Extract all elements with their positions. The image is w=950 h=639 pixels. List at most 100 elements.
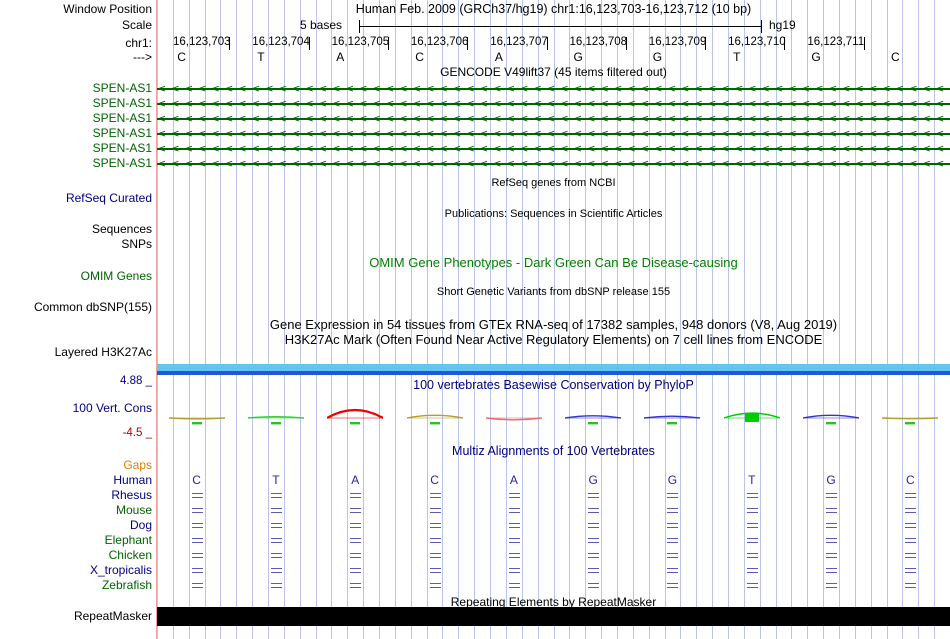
species-name[interactable]: Dog	[129, 518, 152, 532]
alignment-gap-icon	[508, 552, 520, 559]
gene-name[interactable]: SPEN-AS1	[92, 126, 152, 140]
multiz-species-row[interactable]: Human C T A C A G G T G C	[0, 473, 950, 488]
alignment-gap-icon	[191, 552, 203, 559]
gene-name[interactable]: SPEN-AS1	[92, 141, 152, 155]
h3k27ac-track-title: H3K27Ac Mark (Often Found Near Active Re…	[284, 332, 823, 347]
alignment-gap-icon	[191, 522, 203, 529]
gencode-gene-row[interactable]: SPEN-AS1 <<<<<<<<<<<<<<<<<<<<<<<<<<<<<<<<…	[0, 111, 950, 126]
alignment-gap-icon	[191, 537, 203, 544]
alignment-gap-icon	[508, 537, 520, 544]
h3k27ac-signal-bar-bottom	[157, 371, 950, 375]
alignment-gap-icon	[826, 492, 838, 499]
omim-track-title: OMIM Gene Phenotypes - Dark Green Can Be…	[369, 255, 738, 270]
alignment-gap-icon	[826, 522, 838, 529]
multiz-species-row[interactable]: Elephant	[0, 533, 950, 548]
alignment-base: T	[748, 473, 756, 487]
alignment-gap-icon	[667, 507, 679, 514]
gene-name[interactable]: SPEN-AS1	[92, 111, 152, 125]
refseq-track-label[interactable]: RefSeq Curated	[65, 191, 152, 205]
alignment-gap-icon	[508, 522, 520, 529]
alignment-gap-icon	[350, 582, 362, 589]
alignment-gap-icon	[191, 582, 203, 589]
gene-strand-arrows-icon: <<<<<<<<<<<<<<<<<<<<<<<<<<<<<<<<<<<<<<<<…	[157, 82, 950, 95]
publications-snps-label[interactable]: SNPs	[121, 237, 152, 251]
gene-strand-arrows-icon: <<<<<<<<<<<<<<<<<<<<<<<<<<<<<<<<<<<<<<<<…	[157, 127, 950, 140]
multiz-species-row[interactable]: Rhesus	[0, 488, 950, 503]
alignment-gap-icon	[905, 537, 917, 544]
conservation-plot[interactable]	[157, 400, 950, 436]
alignment-base: C	[906, 473, 915, 487]
gene-name[interactable]: SPEN-AS1	[92, 96, 152, 110]
reference-base: T	[733, 50, 741, 64]
gene-body-line	[157, 118, 950, 120]
reference-base: C	[177, 50, 186, 64]
gencode-gene-row[interactable]: SPEN-AS1 <<<<<<<<<<<<<<<<<<<<<<<<<<<<<<<<…	[0, 81, 950, 96]
conservation-bar	[723, 400, 780, 436]
ruler-coordinate: 16,123,705	[331, 36, 390, 48]
alignment-gap-icon	[905, 507, 917, 514]
repeatmasker-track-label[interactable]: RepeatMasker	[73, 609, 152, 623]
multiz-species-row[interactable]: Dog	[0, 518, 950, 533]
species-name[interactable]: Elephant	[104, 533, 152, 547]
alignment-base: T	[272, 473, 280, 487]
species-name[interactable]: X_tropicalis	[89, 563, 152, 577]
alignment-base: G	[826, 473, 836, 487]
multiz-species-row[interactable]: Zebrafish	[0, 578, 950, 593]
alignment-gap-icon	[270, 552, 282, 559]
omim-track-label[interactable]: OMIM Genes	[80, 269, 152, 283]
gene-name[interactable]: SPEN-AS1	[92, 81, 152, 95]
conservation-track-label[interactable]: 100 Vert. Cons	[72, 401, 152, 415]
gencode-gene-row[interactable]: SPEN-AS1 <<<<<<<<<<<<<<<<<<<<<<<<<<<<<<<<…	[0, 126, 950, 141]
gaps-label[interactable]: Gaps	[123, 458, 152, 472]
gtex-track-title: Gene Expression in 54 tissues from GTEx …	[269, 317, 838, 332]
reference-base: C	[415, 50, 424, 64]
conservation-max-value: 4.88 _	[120, 375, 152, 387]
alignment-gap-icon	[508, 582, 520, 589]
alignment-base: G	[588, 473, 598, 487]
alignment-gap-icon	[826, 582, 838, 589]
species-name[interactable]: Zebrafish	[101, 578, 152, 592]
gencode-gene-row[interactable]: SPEN-AS1 <<<<<<<<<<<<<<<<<<<<<<<<<<<<<<<<…	[0, 156, 950, 171]
species-name[interactable]: Mouse	[115, 503, 152, 517]
ruler-tick	[467, 37, 469, 50]
ruler-coordinate: 16,123,709	[648, 36, 707, 48]
conservation-bar	[406, 400, 463, 436]
conservation-track-title: 100 vertebrates Basewise Conservation by…	[413, 378, 694, 392]
publications-sequences-label[interactable]: Sequences	[91, 222, 152, 236]
species-alignment-track	[157, 578, 950, 593]
gencode-track-title: GENCODE V49lift37 (45 items filtered out…	[440, 65, 667, 79]
alignment-gap-icon	[588, 537, 600, 544]
h3k27ac-track-label[interactable]: Layered H3K27Ac	[54, 345, 152, 359]
alignment-gap-icon	[826, 507, 838, 514]
gene-strand-arrows-icon: <<<<<<<<<<<<<<<<<<<<<<<<<<<<<<<<<<<<<<<<…	[157, 112, 950, 125]
ruler-coordinate: 16,123,704	[252, 36, 310, 48]
species-name[interactable]: Chicken	[108, 548, 152, 562]
dbsnp-track-label[interactable]: Common dbSNP(155)	[33, 300, 152, 314]
alignment-gap-icon	[826, 537, 838, 544]
species-name[interactable]: Human	[113, 473, 152, 487]
gene-body-line	[157, 148, 950, 150]
conservation-max-text: 4.88	[120, 375, 143, 387]
refseq-track-title: RefSeq genes from NCBI	[491, 177, 616, 189]
multiz-species-row[interactable]: Mouse	[0, 503, 950, 518]
gene-name[interactable]: SPEN-AS1	[92, 156, 152, 170]
repeatmasker-feature-bar[interactable]	[157, 607, 950, 626]
alignment-gap-icon	[191, 567, 203, 574]
alignment-gap-icon	[270, 567, 282, 574]
multiz-species-row[interactable]: X_tropicalis	[0, 563, 950, 578]
gencode-gene-row[interactable]: SPEN-AS1 <<<<<<<<<<<<<<<<<<<<<<<<<<<<<<<<…	[0, 141, 950, 156]
alignment-gap-icon	[350, 522, 362, 529]
alignment-gap-icon	[746, 507, 758, 514]
gencode-gene-row[interactable]: SPEN-AS1 <<<<<<<<<<<<<<<<<<<<<<<<<<<<<<<<…	[0, 96, 950, 111]
conservation-bar	[326, 400, 384, 436]
species-name[interactable]: Rhesus	[111, 488, 152, 502]
alignment-gap-icon	[270, 582, 282, 589]
alignment-gap-icon	[270, 492, 282, 499]
alignment-gap-icon	[746, 522, 758, 529]
multiz-species-row[interactable]: Chicken	[0, 548, 950, 563]
ruler-tick	[546, 37, 548, 50]
coordinate-ruler[interactable]: 16,123,703 16,123,704 16,123,705 16,123,706…	[157, 36, 950, 51]
species-alignment-track	[157, 533, 950, 548]
